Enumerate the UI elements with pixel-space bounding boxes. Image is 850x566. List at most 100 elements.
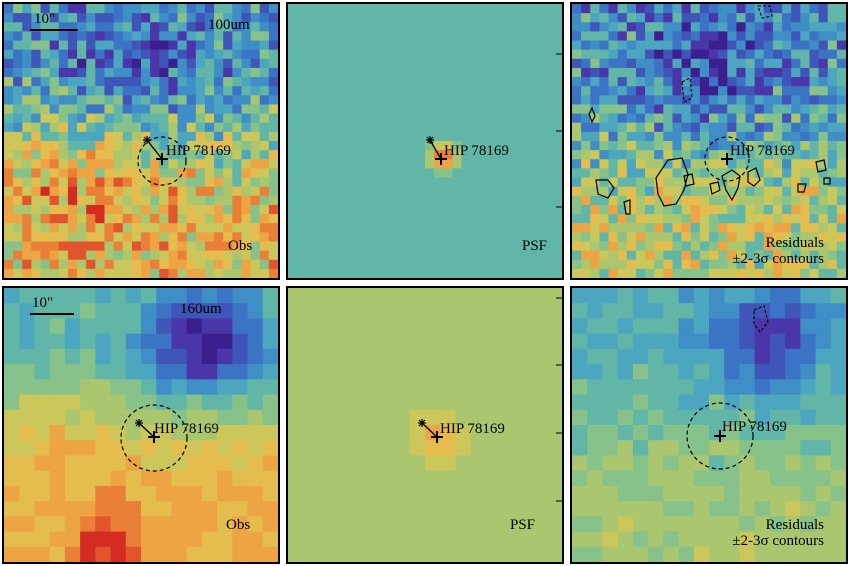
map-pixel (690, 22, 701, 32)
map-pixel (645, 186, 655, 197)
map-pixel (632, 470, 649, 487)
map-pixel (348, 333, 365, 350)
map-pixel (324, 131, 335, 142)
map-pixel (333, 516, 350, 533)
map-pixel (663, 223, 674, 233)
map-pixel (150, 204, 160, 215)
map-pixel (159, 49, 169, 60)
map-pixel (250, 177, 261, 188)
map-pixel (348, 485, 365, 502)
map-pixel (186, 177, 197, 188)
map-pixel (122, 159, 133, 169)
map-pixel (617, 4, 628, 14)
map-pixel (546, 379, 562, 396)
map-pixel (348, 425, 365, 441)
map-pixel (470, 113, 481, 124)
map-pixel (599, 104, 610, 115)
map-pixel (195, 113, 206, 124)
map-pixel (49, 425, 66, 441)
map-pixel (141, 177, 151, 188)
map-pixel (204, 141, 215, 151)
map-pixel (552, 214, 562, 224)
map-pixel (324, 241, 335, 252)
map-pixel (67, 122, 78, 133)
map-pixel (443, 250, 453, 261)
map-pixel (86, 77, 96, 87)
map-pixel (516, 333, 533, 350)
map-pixel (663, 440, 680, 457)
map-pixel (681, 22, 692, 32)
map-pixel (22, 49, 32, 60)
map-pixel (288, 348, 304, 365)
map-pixel (736, 268, 747, 278)
map-pixel (425, 394, 441, 411)
map-pixel (654, 4, 664, 14)
map-pixel (599, 95, 610, 106)
map-pixel (95, 250, 106, 261)
map-pixel (663, 288, 680, 304)
map-pixel (552, 31, 562, 42)
map-pixel (800, 204, 811, 215)
map-pixel (699, 77, 710, 87)
map-pixel (602, 303, 619, 320)
map-pixel (434, 186, 444, 197)
map-pixel (58, 150, 69, 160)
map-pixel (232, 195, 243, 206)
map-pixel (782, 141, 792, 151)
scale-bar-label: 10" (32, 295, 54, 311)
map-pixel (809, 141, 820, 151)
map-pixel (543, 67, 554, 78)
map-pixel (745, 259, 756, 270)
map-pixel (214, 67, 224, 78)
map-pixel (815, 470, 832, 487)
map-pixel (125, 288, 142, 304)
map-pixel (364, 318, 380, 335)
map-pixel (388, 113, 399, 124)
map-pixel (690, 177, 701, 188)
map-pixel (836, 13, 846, 23)
map-pixel (64, 303, 81, 320)
map-pixel (709, 177, 719, 188)
map-pixel (77, 77, 87, 87)
map-pixel (425, 31, 435, 42)
map-pixel (452, 150, 463, 160)
map-pixel (836, 40, 846, 51)
map-pixel (736, 40, 747, 51)
map-pixel (204, 86, 215, 96)
map-pixel (351, 214, 362, 224)
map-pixel (479, 195, 490, 206)
map-pixel (186, 141, 197, 151)
map-pixel (693, 303, 710, 320)
map-pixel (95, 409, 112, 426)
map-pixel (131, 77, 142, 87)
map-pixel (754, 13, 765, 23)
map-pixel (110, 501, 127, 517)
map-pixel (672, 168, 683, 179)
map-pixel (455, 379, 472, 396)
map-160um-psf (288, 288, 562, 562)
map-pixel (745, 177, 756, 188)
map-pixel (406, 122, 417, 133)
map-pixel (501, 531, 517, 548)
map-pixel (34, 409, 51, 426)
map-pixel (122, 268, 133, 278)
map-pixel (654, 186, 664, 197)
map-pixel (168, 77, 179, 87)
map-pixel (186, 303, 203, 320)
map-pixel (617, 159, 628, 169)
map-pixel (672, 159, 683, 169)
map-pixel (543, 232, 554, 243)
map-pixel (626, 214, 637, 224)
map-pixel (552, 177, 562, 188)
map-pixel (608, 268, 619, 278)
map-pixel (672, 214, 683, 224)
map-pixel (306, 186, 316, 197)
map-pixel (204, 49, 215, 60)
map-pixel (141, 379, 157, 396)
map-pixel (635, 86, 646, 96)
map-pixel (214, 95, 224, 106)
map-pixel (34, 485, 51, 502)
map-pixel (599, 159, 610, 169)
map-pixel (727, 232, 737, 243)
map-pixel (34, 470, 51, 487)
